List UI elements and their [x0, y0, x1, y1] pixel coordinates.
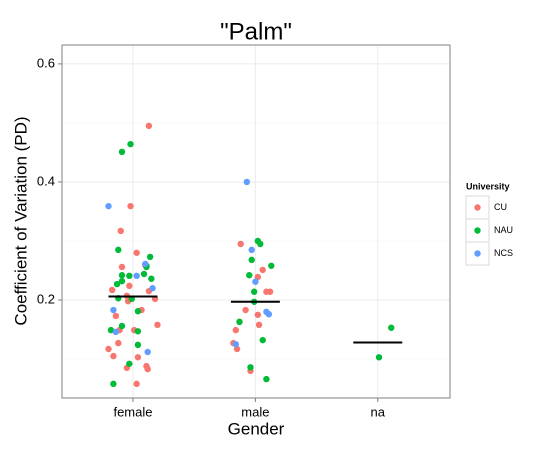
point [118, 148, 126, 156]
point [232, 341, 240, 348]
point [134, 354, 142, 361]
plot-panel [62, 45, 450, 398]
point [263, 375, 270, 383]
point [133, 249, 140, 256]
point [375, 354, 383, 361]
point [242, 306, 249, 314]
point [126, 282, 133, 290]
point [154, 321, 161, 329]
legend-label: NCS [494, 248, 513, 258]
point [237, 240, 244, 248]
point [259, 336, 266, 344]
point [255, 321, 263, 329]
legend-label: CU [494, 202, 507, 212]
point [259, 266, 266, 274]
point [110, 352, 117, 360]
point [133, 380, 140, 388]
point [115, 339, 122, 347]
legend-label: NAU [494, 225, 513, 235]
x-tick-label: male [241, 404, 269, 419]
point [247, 364, 254, 371]
point [140, 270, 148, 278]
point [254, 311, 262, 318]
point [268, 262, 275, 269]
point [149, 285, 156, 292]
x-axis-title: Gender [228, 419, 285, 438]
point [115, 246, 122, 254]
point [257, 240, 264, 248]
point [105, 202, 112, 210]
legend-marker [474, 204, 481, 211]
point [246, 272, 253, 279]
point [248, 246, 255, 254]
point [144, 348, 151, 356]
point [134, 328, 142, 335]
legend-marker [474, 250, 481, 257]
point [134, 341, 142, 349]
point [118, 272, 126, 279]
point [236, 318, 243, 326]
point [112, 312, 120, 320]
point [266, 288, 274, 295]
point [134, 308, 142, 315]
point [146, 253, 154, 261]
y-tick-label: 0.6 [37, 55, 55, 70]
y-axis-title: Coefficient of Variation (PD) [11, 116, 30, 325]
point [388, 324, 395, 331]
point [118, 277, 126, 285]
point [254, 273, 262, 281]
x-tick-label: female [113, 404, 152, 419]
point [232, 326, 240, 334]
y-tick-label: 0.2 [37, 291, 55, 306]
point [110, 380, 117, 388]
y-tick-label: 0.4 [37, 173, 55, 188]
chart-title: "Palm" [220, 18, 292, 45]
point [117, 227, 124, 235]
panel-border [61, 44, 451, 399]
point [243, 178, 251, 186]
point [126, 360, 133, 367]
point [252, 278, 259, 285]
point [148, 275, 155, 282]
point [108, 286, 116, 294]
legend-title: University [466, 181, 510, 191]
x-tick-label: na [371, 404, 386, 419]
point [127, 140, 134, 148]
point [144, 365, 151, 373]
point [126, 272, 133, 280]
point [110, 306, 117, 314]
point [118, 263, 126, 271]
point [113, 280, 121, 288]
point [105, 345, 112, 353]
point [248, 256, 255, 264]
point [250, 288, 258, 295]
point [263, 308, 270, 316]
point [118, 322, 126, 330]
point [145, 122, 153, 130]
point [142, 260, 149, 268]
legend-marker [474, 227, 481, 234]
point [127, 202, 134, 210]
point [133, 272, 140, 280]
point [107, 326, 115, 334]
point [112, 328, 120, 336]
